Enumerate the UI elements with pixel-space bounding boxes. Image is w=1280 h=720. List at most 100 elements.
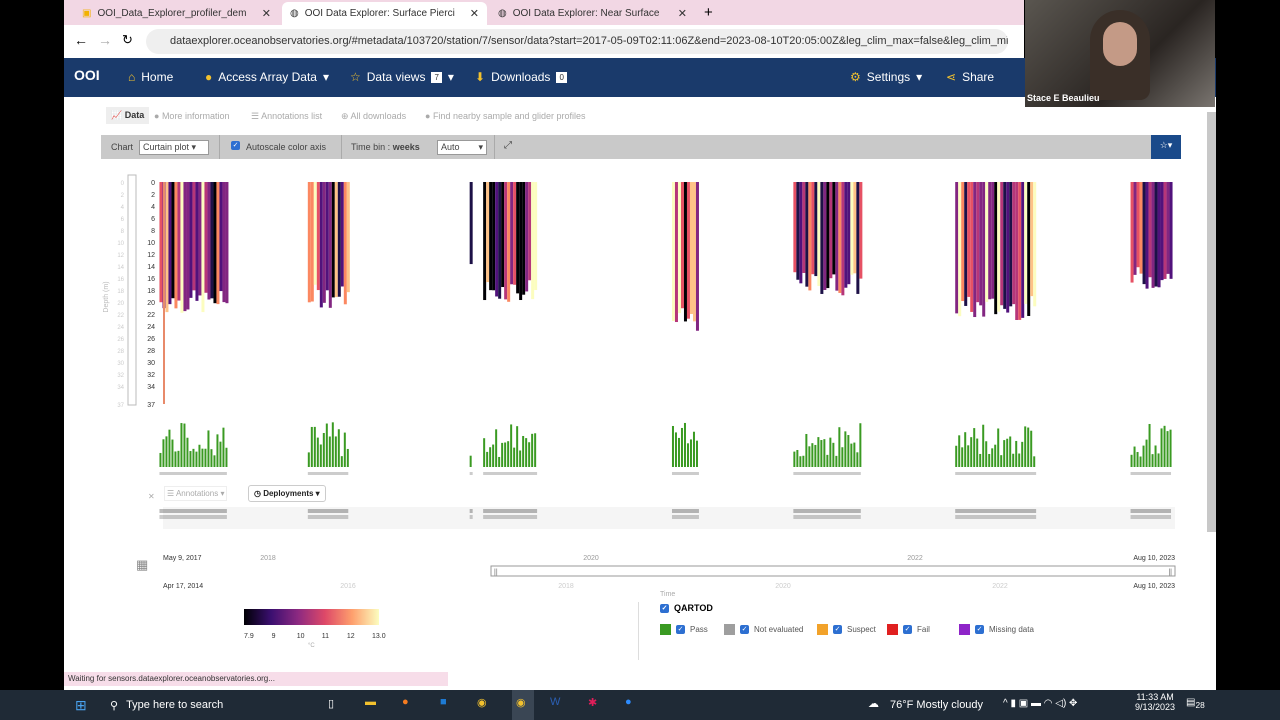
checkbox[interactable]: ✓ [740,625,749,634]
checkbox[interactable]: ✓ [833,625,842,634]
deployment-bar [793,515,861,519]
curtain-column [504,182,508,300]
reload-icon[interactable]: ↻ [122,32,133,47]
curtain-column [163,182,165,404]
qartod-baseline [307,472,349,475]
curtain-column [1033,182,1037,307]
qartod-toggle[interactable]: ✓ QARTOD [660,603,713,613]
qartod-bar [310,426,313,467]
file-explorer-icon[interactable]: ▬ [365,696,376,708]
close-icon[interactable]: ✕ [469,8,479,20]
slack-icon[interactable]: ✱ [588,697,598,709]
nav-downloads[interactable]: ⬇ Downloads 0 [475,70,567,84]
y-tick-label-faint: 6 [121,217,125,223]
navigator-tick-label: Apr 17, 2014 [163,583,203,590]
checkbox[interactable]: ✓ [975,625,984,634]
timebin-select[interactable]: Auto ▾ [437,140,487,155]
colorbar-tick: 11 [321,633,330,640]
qartod-bar [1136,451,1139,467]
curtain-column [1136,182,1140,268]
nav-access-array-data[interactable]: ● Access Array Data ▾ [205,70,329,84]
calendar-icon[interactable]: ▦ [136,557,149,572]
deployment-bar [159,515,227,519]
qartod-bar [844,431,847,467]
windows-start-icon[interactable]: ⊞ [75,697,87,713]
firefox-icon[interactable]: ● [402,696,409,708]
qartod-bar [973,428,976,467]
browser-tab[interactable]: ▣ OOI_Data_Explorer_profiler_dem ✕ [74,2,279,25]
qartod-bar [976,438,979,467]
subtab-all-downloads[interactable]: ⊕ All downloads [341,111,407,121]
y-tick-label-faint: 28 [117,349,124,355]
checkbox[interactable]: ✓ [903,625,912,634]
checkbox[interactable]: ✓ [660,603,669,613]
legend-item[interactable]: ✓ Fail [887,624,930,635]
nav-data-views[interactable]: ☆ Data views 7 ▾ [350,70,454,84]
curtain-plot[interactable]: Depth (m)0022446688101012121414161618182… [64,97,1216,597]
notifications-icon[interactable]: ▤28 [1186,697,1205,710]
qartod-bar [1003,440,1006,467]
curtain-column [844,182,848,288]
outlook-icon[interactable]: ■ [440,696,447,708]
nav-home[interactable]: ⌂ Home [128,70,173,84]
subtab-annotations-list[interactable]: ☰ Annotations list [251,111,323,121]
qartod-bar [982,424,985,467]
qartod-bar [1163,425,1166,467]
curtain-column [826,182,830,289]
deployments-dropdown[interactable]: ◷ Deployments ▾ [248,485,326,502]
new-tab-button[interactable]: + [704,4,713,21]
count-badge: 0 [556,71,567,83]
curtain-column [1024,182,1028,304]
close-icon[interactable]: ✕ [148,492,155,501]
y-tick-label: 14 [147,264,155,271]
y-tick-label: 4 [151,204,155,211]
scrollbar[interactable] [1207,112,1216,532]
ooi-logo[interactable]: OOI [74,67,100,83]
share-icon: ⋖ [946,70,957,84]
browser-tab[interactable]: ◍ OOI Data Explorer: Near Surface ✕ [490,2,695,25]
nav-settings[interactable]: ⚙ Settings ▾ [850,70,922,84]
curtain-column [201,182,205,313]
curtain-column [793,182,797,273]
back-icon[interactable]: ← [74,32,88,48]
word-icon[interactable]: W [550,696,561,708]
qartod-bar [817,437,820,467]
favorite-button[interactable]: ☆▾ [1151,135,1181,159]
zoom-icon[interactable]: ● [625,696,632,708]
y-tick-label-faint: 30 [117,361,124,367]
qartod-bar [1154,445,1157,467]
close-icon[interactable]: ✕ [677,8,687,20]
nav-share[interactable]: ⋖ Share [946,70,994,84]
subtab-data[interactable]: 📈 Data [106,107,150,124]
task-view-icon[interactable]: ▯ [328,698,335,710]
expand-icon[interactable]: ⤢ [504,140,512,151]
legend-item[interactable]: ✓ Pass [660,624,708,635]
curtain-column [307,182,311,303]
subtab-label: Data [124,110,145,120]
legend-label: Suspect [847,625,876,634]
chrome-icon[interactable]: ◉ [477,697,487,709]
colorbar-tick: 12 [346,633,355,640]
curtain-column [222,182,226,303]
qartod-bar [686,443,689,467]
legend-item[interactable]: ✓ Suspect [817,624,876,635]
legend-item[interactable]: ✓ Missing data [959,624,1034,635]
subtab-find-nearby[interactable]: ● Find nearby sample and glider profiles [425,111,586,121]
search-box[interactable]: ⚲ Type here to search [100,690,310,720]
browser-tab[interactable]: ◍ OOI Data Explorer: Surface Pierci ✕ [282,2,487,25]
checkbox[interactable]: ✓ [676,625,685,634]
deployment-bar [671,515,699,519]
chart-type-select[interactable]: Curtain plot ▾ [139,140,209,155]
url-field[interactable]: dataexplorer.oceanobservatories.org/#met… [146,29,1008,54]
y-tick-label: 16 [147,276,155,283]
forward-icon[interactable]: → [98,32,112,48]
legend-item[interactable]: ✓ Not evaluated [724,624,803,635]
chrome-active-icon[interactable]: ◉ [512,690,534,720]
annotations-dropdown[interactable]: ☰ Annotations ▾ [164,486,228,501]
tray-icons[interactable]: ^ ▮ ▣ ▬ ◠ ◁) ✥ [1003,698,1078,709]
autoscale-checkbox[interactable]: ✓ [231,141,240,150]
subtab-more-information[interactable]: ● More information [154,111,230,121]
close-icon[interactable]: ✕ [261,8,271,20]
weather-text[interactable]: 76°F Mostly cloudy [890,699,984,711]
clock[interactable]: 11:33 AM 9/13/2023 [1135,692,1175,712]
